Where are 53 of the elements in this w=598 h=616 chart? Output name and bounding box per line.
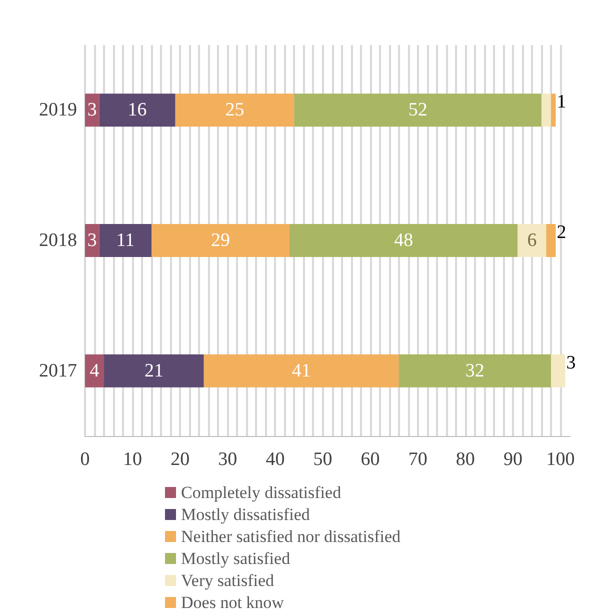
data-label: 3 [87,100,97,121]
bar [550,354,566,388]
data-label: 3 [566,352,576,374]
y-tick-label: 2019 [39,100,77,121]
data-label: 11 [116,230,135,251]
bar [85,94,100,127]
data-label: 3 [87,230,97,251]
bar [289,224,518,257]
x-tick-label: 10 [123,449,142,470]
x-tick-label: 30 [218,449,238,470]
bar [99,94,176,127]
data-label: 1 [556,92,566,113]
data-label: 16 [128,100,147,121]
bar [175,94,294,127]
legend-label: Very satisfied [181,571,274,590]
data-label: 2 [556,222,566,243]
bar [294,94,542,127]
legend-label: Completely dissatisfied [181,483,342,502]
x-tick-label: 70 [408,449,428,470]
data-label: 41 [292,360,311,382]
data-label: 48 [394,230,414,251]
bar [99,224,152,257]
legend-label: Mostly dissatisfied [181,505,310,524]
y-tick-label: 2018 [39,230,77,251]
data-label: 6 [527,230,537,251]
data-label: 29 [211,230,230,251]
data-label: 4 [90,360,100,382]
x-tick-label: 80 [456,449,475,470]
x-tick-label: 60 [360,449,380,470]
data-label: 21 [144,360,164,382]
bar [550,94,556,127]
y-tick-label: 2017 [39,360,77,382]
bar [85,354,104,388]
bar [518,224,546,257]
bar [85,224,100,257]
bar [398,354,551,388]
x-tick-label: 20 [170,449,190,470]
legend-label: Neither satisfied nor dissatisfied [181,527,402,546]
data-label: 32 [465,360,484,382]
data-label: 25 [225,100,244,121]
data-label: 52 [408,100,428,121]
bar [204,354,399,388]
x-tick-label: 0 [80,449,90,470]
bar [104,354,204,388]
bar [541,94,551,127]
x-tick-label: 90 [503,449,522,470]
bar [546,224,556,257]
legend-label: Mostly satisfied [181,549,291,568]
x-tick-label: 100 [546,449,575,470]
legend-label: Does not know [181,593,285,612]
bar [152,224,290,257]
x-tick-label: 50 [313,449,332,470]
x-tick-label: 40 [266,449,285,470]
